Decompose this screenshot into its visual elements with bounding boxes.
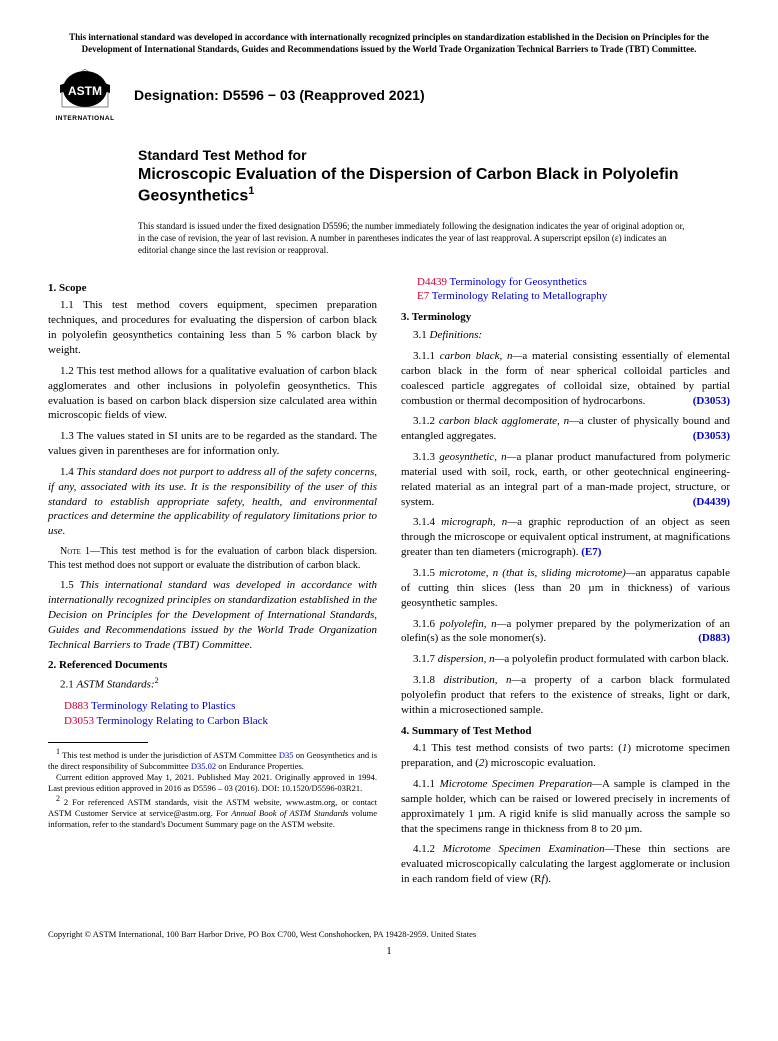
right-column: D4439 Terminology for Geosynthetics E7 T… bbox=[401, 275, 730, 893]
s41a: 4.1 This test method consists of two par… bbox=[413, 742, 622, 754]
note-1: Note 1—This test method is for the evalu… bbox=[48, 545, 377, 572]
def-316: 3.1.6 polyolefin, n—a polymer prepared b… bbox=[401, 617, 730, 647]
footnote-2: 2 2 For referenced ASTM standards, visit… bbox=[48, 794, 377, 830]
scope-1-1: 1.1 This test method covers equipment, s… bbox=[48, 298, 377, 357]
title-text: Microscopic Evaluation of the Dispersion… bbox=[138, 166, 679, 204]
summary-412: 4.1.2 Microtome Specimen Examination—The… bbox=[401, 842, 730, 887]
title-block: Standard Test Method for Microscopic Eva… bbox=[138, 147, 730, 206]
refdoc-italic: ASTM Standards: bbox=[77, 679, 155, 691]
ref-e7-title[interactable]: Terminology Relating to Metallography bbox=[429, 290, 607, 302]
title-prefix: Standard Test Method for bbox=[138, 147, 730, 165]
astm-logo: ASTM INTERNATIONAL bbox=[48, 67, 122, 123]
page-root: This international standard was develope… bbox=[0, 0, 778, 977]
ref-d4439-code[interactable]: D4439 bbox=[417, 276, 447, 288]
def-318-num: 3.1.8 bbox=[413, 674, 443, 686]
refdoc-num: 2.1 bbox=[60, 679, 77, 691]
svg-text:ASTM: ASTM bbox=[68, 84, 102, 98]
fn1-c: on Endurance Properties. bbox=[216, 761, 304, 771]
term-3-1-num: 3.1 bbox=[413, 329, 430, 341]
footnote-1: 1 This test method is under the jurisdic… bbox=[48, 747, 377, 772]
fn1-d35-link[interactable]: D35 bbox=[279, 750, 294, 760]
ref-d3053-title[interactable]: Terminology Relating to Carbon Black bbox=[94, 715, 268, 727]
def-315-term: microtome, n (that is, sliding microtome… bbox=[439, 567, 635, 579]
title-superscript: 1 bbox=[248, 185, 254, 197]
left-column: 1. Scope 1.1 This test method covers equ… bbox=[48, 275, 377, 893]
svg-text:INTERNATIONAL: INTERNATIONAL bbox=[55, 115, 114, 122]
def-316-num: 3.1.6 bbox=[413, 618, 440, 630]
def-313-num: 3.1.3 bbox=[413, 451, 439, 463]
copyright: Copyright © ASTM International, 100 Barr… bbox=[48, 929, 730, 939]
def-315-num: 3.1.5 bbox=[413, 567, 439, 579]
top-statement: This international standard was develope… bbox=[48, 32, 730, 55]
refdoc-heading: 2. Referenced Documents bbox=[48, 658, 377, 673]
ref-d883: D883 Terminology Relating to Plastics bbox=[64, 699, 377, 714]
def-311-term: carbon black, n— bbox=[440, 350, 523, 362]
def-311: 3.1.1 carbon black, n—a material consist… bbox=[401, 349, 730, 408]
def-317-num: 3.1.7 bbox=[413, 653, 438, 665]
designation: Designation: D5596 − 03 (Reapproved 2021… bbox=[134, 87, 425, 103]
s411-term: Microtome Specimen Preparation— bbox=[440, 778, 602, 790]
def-312-term: carbon black agglomerate, n— bbox=[439, 415, 579, 427]
def-314-term: micrograph, n— bbox=[441, 516, 517, 528]
fn1-sub-link[interactable]: D35.02 bbox=[191, 761, 216, 771]
fn1-a: This test method is under the jurisdicti… bbox=[62, 750, 279, 760]
def-312-num: 3.1.2 bbox=[413, 415, 439, 427]
scope-1-3: 1.3 The values stated in SI units are to… bbox=[48, 429, 377, 459]
s41c: ) microscopic evaluation. bbox=[484, 757, 596, 769]
ref-e7-code[interactable]: E7 bbox=[417, 290, 429, 302]
title-main: Microscopic Evaluation of the Dispersion… bbox=[138, 165, 730, 206]
def-316-link[interactable]: (D883) bbox=[698, 632, 730, 644]
two-column-body: 1. Scope 1.1 This test method covers equ… bbox=[48, 275, 730, 893]
def-314: 3.1.4 micrograph, n—a graphic reproducti… bbox=[401, 515, 730, 560]
summary-411: 4.1.1 Microtome Specimen Preparation—A s… bbox=[401, 777, 730, 836]
def-313-term: geosynthetic, n— bbox=[439, 451, 516, 463]
ref-d883-title[interactable]: Terminology Relating to Plastics bbox=[88, 700, 235, 712]
s412-term: Microtome Specimen Examination— bbox=[443, 843, 615, 855]
ref-d4439-title[interactable]: Terminology for Geosynthetics bbox=[447, 276, 587, 288]
note-1-label: Note 1— bbox=[60, 546, 100, 557]
ref-d3053: D3053 Terminology Relating to Carbon Bla… bbox=[64, 714, 377, 729]
summary-heading: 4. Summary of Test Method bbox=[401, 724, 730, 739]
summary-4-1: 4.1 This test method consists of two par… bbox=[401, 741, 730, 771]
def-317: 3.1.7 dispersion, n—a polyolefin product… bbox=[401, 652, 730, 667]
footnote-1-p2: Current edition approved May 1, 2021. Pu… bbox=[48, 772, 377, 794]
scope-1-5-text: This international standard was develope… bbox=[48, 579, 377, 650]
header-row: ASTM INTERNATIONAL Designation: D5596 − … bbox=[48, 67, 730, 123]
def-317-text: a polyolefin product formulated with car… bbox=[504, 653, 729, 665]
refdoc-2-1: 2.1 ASTM Standards:2 bbox=[48, 676, 377, 693]
scope-1-4-text: This standard does not purport to addres… bbox=[48, 466, 377, 537]
term-3-1: 3.1 Definitions: bbox=[401, 328, 730, 343]
def-316-term: polyolefin, n— bbox=[440, 618, 507, 630]
s412-num: 4.1.2 bbox=[413, 843, 443, 855]
def-313-link[interactable]: (D4439) bbox=[693, 496, 730, 508]
term-3-1-italic: Definitions: bbox=[430, 329, 483, 341]
def-314-link[interactable]: (E7) bbox=[581, 546, 601, 558]
def-318: 3.1.8 distribution, n—a property of a ca… bbox=[401, 673, 730, 718]
scope-heading: 1. Scope bbox=[48, 281, 377, 296]
def-312: 3.1.2 carbon black agglomerate, n—a clus… bbox=[401, 414, 730, 444]
def-313: 3.1.3 geosynthetic, n—a planar product m… bbox=[401, 450, 730, 509]
page-number: 1 bbox=[48, 945, 730, 957]
ref-d3053-code[interactable]: D3053 bbox=[64, 715, 94, 727]
def-318-term: distribution, n— bbox=[443, 674, 521, 686]
def-317-term: dispersion, n— bbox=[438, 653, 505, 665]
fn2-italic: Annual Book of ASTM Standards bbox=[231, 808, 348, 818]
scope-1-5: 1.5 This international standard was deve… bbox=[48, 578, 377, 652]
s412-end: ). bbox=[545, 873, 551, 885]
def-311-num: 3.1.1 bbox=[413, 350, 440, 362]
ref-e7: E7 Terminology Relating to Metallography bbox=[417, 289, 730, 304]
footnote-rule bbox=[48, 742, 148, 743]
def-314-num: 3.1.4 bbox=[413, 516, 441, 528]
scope-1-4: 1.4 This standard does not purport to ad… bbox=[48, 465, 377, 539]
issuance-note: This standard is issued under the fixed … bbox=[138, 220, 690, 256]
s411-num: 4.1.1 bbox=[413, 778, 440, 790]
def-311-link[interactable]: (D3053) bbox=[693, 395, 730, 407]
term-heading: 3. Terminology bbox=[401, 310, 730, 325]
def-315: 3.1.5 microtome, n (that is, sliding mic… bbox=[401, 566, 730, 611]
ref-d883-code[interactable]: D883 bbox=[64, 700, 88, 712]
scope-1-2: 1.2 This test method allows for a qualit… bbox=[48, 364, 377, 423]
refdoc-sup: 2 bbox=[155, 676, 159, 685]
def-312-link[interactable]: (D3053) bbox=[693, 430, 730, 442]
ref-d4439: D4439 Terminology for Geosynthetics bbox=[417, 275, 730, 290]
